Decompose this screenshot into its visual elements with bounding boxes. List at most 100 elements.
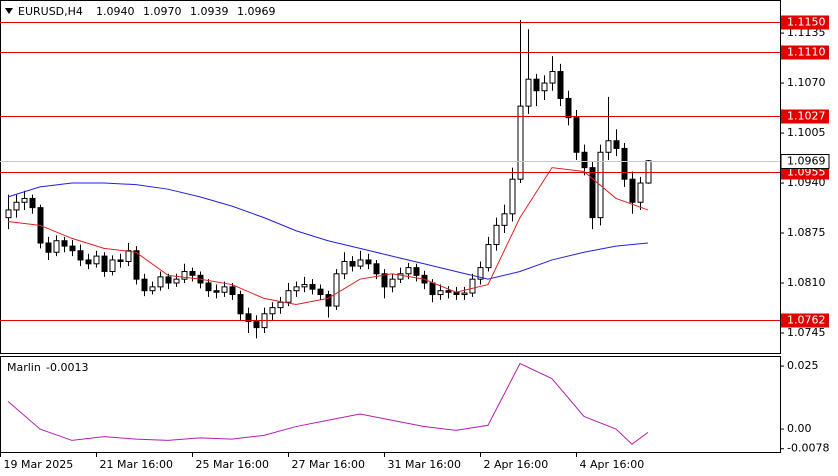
candle-body [525,78,532,107]
candle-body [181,270,188,280]
candle-body [485,244,492,269]
candle-body [501,213,508,226]
candle-body [189,270,196,276]
candle-body [357,259,364,267]
candle-body [101,255,108,272]
header-ohlc: 1.0969 [237,5,276,18]
candle-body [341,260,348,275]
candle-body [13,201,20,211]
level-label-box [781,15,829,30]
y-tick-label: 1.0810 [787,276,826,289]
level-label: 1.1150 [787,16,826,29]
candle-body [469,278,476,294]
candle-body [317,288,324,296]
level-label-box [781,313,829,328]
candle-body [493,224,500,246]
candle-body [557,71,564,99]
candle-body [333,273,340,307]
candle-body [517,105,524,180]
x-tick-label: 4 Apr 16:00 [580,458,645,471]
candle-body [245,313,252,322]
candle-body [325,294,332,307]
last-price-label: 1.0969 [787,155,826,168]
y-tick-label: 0.00 [787,422,812,435]
candle-body [165,276,172,284]
candle-body [29,197,36,209]
candle-body [437,290,444,296]
candle-body [117,259,124,262]
x-tick-label: 25 Mar 16:00 [196,458,269,471]
candle-body [621,147,628,180]
candle-body [365,259,372,265]
candle-body [53,240,60,253]
y-tick-label: 1.0745 [787,326,826,339]
candle-body [21,197,28,203]
candle-body [509,178,516,215]
candle-body [133,250,140,280]
moving-average-line [7,182,649,280]
candle-body [157,276,164,288]
indicator-value: -0.0013 [46,361,88,374]
candle-body [173,278,180,284]
candle-body [61,240,68,247]
candle-body [349,260,356,267]
candle-body [237,294,244,315]
candle-body [613,140,620,149]
x-tick-label: 31 Mar 16:00 [388,458,461,471]
candle-body [293,286,300,292]
candle-body [285,290,292,303]
indicator-line [7,362,649,445]
header-ohlc: 1.0970 [143,5,182,18]
candle-body [309,284,316,290]
header-ohlc: 1.0940 [96,5,135,18]
candle-body [93,255,100,265]
candle-body [581,151,588,169]
x-tick-label: 19 Mar 2025 [4,458,74,471]
candle-body [405,267,412,275]
candle-body [565,97,572,119]
candle-body [77,250,84,261]
level-label: 1.0762 [787,314,826,327]
level-label: 1.1027 [787,110,826,123]
candle-body [229,286,236,296]
candle-body [85,259,92,265]
candle-body [541,82,548,92]
candle-body [389,278,396,288]
symbol-title: EURUSD,H4 [18,5,83,18]
header-ohlc: 1.0939 [190,5,229,18]
candle-body [605,140,612,153]
candle-body [269,307,276,315]
candle-body [277,301,284,309]
candle-body [629,178,636,203]
moving-average-line [7,167,649,306]
menu-triangle[interactable] [5,8,13,14]
candle-body [645,160,652,184]
candle-body [125,250,132,262]
x-tick-label: 21 Mar 16:00 [100,458,173,471]
candle-body [205,282,212,292]
candle-body [149,286,156,292]
indicator-pane-border [0,356,781,453]
candle-body [397,273,404,280]
y-tick-label: 1.1005 [787,126,826,139]
candle-body [549,71,556,84]
candle-body [381,273,388,288]
candle-body [253,320,260,329]
indicator-name: Marlin [7,361,41,374]
candle-body [373,263,380,275]
candle-body [533,78,540,92]
main-pane-border [0,0,781,354]
y-tick-label: 1.1070 [787,76,826,89]
candle-body [429,282,436,296]
level-label-box [781,109,829,124]
candle-body [461,292,468,296]
candle-body [413,267,420,276]
candle-body [141,278,148,292]
candle-body [573,117,580,153]
candle-body [589,167,596,219]
candle-body [445,290,452,293]
candle-body [637,182,644,203]
candle-body [109,259,116,272]
candle-body [301,284,308,288]
